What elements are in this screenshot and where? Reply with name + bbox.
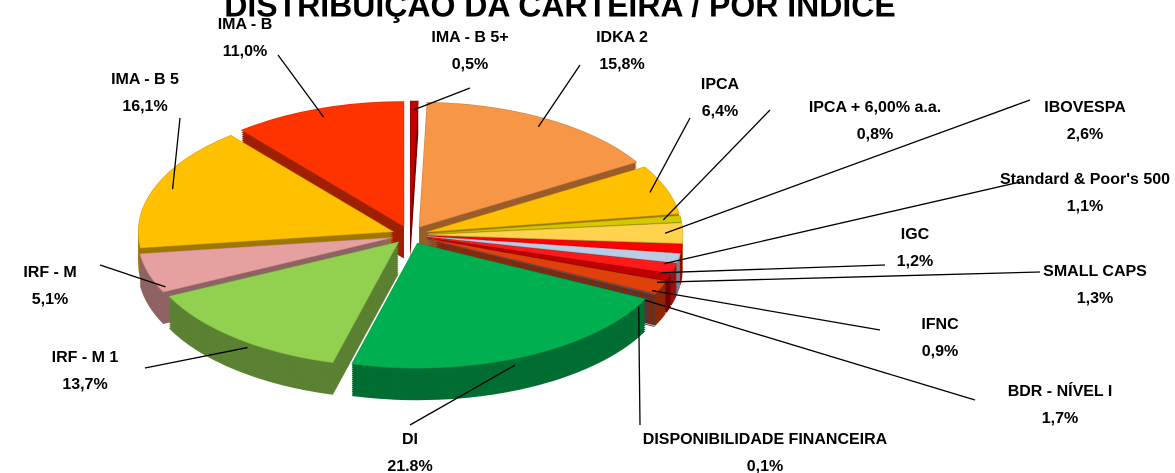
slice-label: IGC [901,226,930,243]
leader-line [644,299,976,401]
slice-label: SMALL CAPS [1043,263,1147,280]
slice-label: DISPONIBILIDADE FINANCEIRA [643,431,888,448]
slice [351,242,647,369]
slice-value: 1,1% [1067,198,1103,215]
slice-value: 0,1% [747,458,783,473]
leader-line [409,364,516,426]
slice-label: DI [402,431,418,448]
slice [427,236,681,264]
slice [426,238,656,296]
slice-value: 11,0% [223,43,267,60]
slice-value: 16,1% [122,98,167,115]
slice-side [426,242,656,299]
slice-value: 2,6% [1067,126,1103,143]
slice-value: 1,3% [1077,290,1113,307]
slice-value: 21.8% [387,458,432,473]
leader-line [657,271,1041,283]
slice-label: IRF - M [23,264,76,281]
leader-line [277,54,325,118]
slice [138,135,395,249]
slice [426,166,680,233]
leader-line [413,87,471,111]
slice-label: IRF - M 1 [52,349,119,366]
slice [409,100,419,227]
slice [139,237,393,293]
slice-value: 0,9% [922,343,958,360]
slice [168,241,400,364]
leader-line [651,289,881,331]
slice-label: IBOVESPA [1044,99,1126,116]
slice-side [426,244,656,301]
slice-value: 1,7% [1042,410,1078,427]
leader-line [171,117,181,190]
leader-line [144,346,248,369]
slice-label: Standard & Poor's 500 [1000,171,1170,188]
slice-label: IPCA + 6,00% a.a. [809,99,941,116]
slice-side [426,240,656,297]
slice-label: IMA - B 5 [111,71,179,88]
slice-label: IPCA [701,76,740,93]
slice-value: 0,5% [452,56,488,73]
slice [427,235,683,254]
slice-value: 13,7% [62,376,107,393]
slice-value: 6,4% [702,103,738,120]
slice [427,237,672,282]
leader-line [649,117,691,193]
slices [138,100,684,369]
chart-title: DISTRIBUIÇÃO DA CARTEIRA / POR ÍNDICE [224,0,895,23]
slice-value: 15,8% [599,56,644,73]
leader-line [662,109,771,221]
slice-label: IMA - B 5+ [431,29,508,46]
slice-value: 0,8% [857,126,893,143]
slice-label: IMA - B [218,16,273,33]
leader-line [664,99,1031,234]
leader-line [99,264,166,288]
slice-label: IFNC [921,316,959,333]
leader-line [663,181,1021,265]
slice-value: 5,1% [32,291,68,308]
slice [418,101,638,228]
leader-line [661,264,886,274]
slice [427,222,684,244]
slice-label: BDR - NÍVEL I [1008,381,1113,400]
slice-value: 1,2% [897,253,933,270]
slice [427,236,678,274]
slice [426,238,667,294]
slice [427,215,683,235]
labels: IMA - B 5+ 0,5% IDKA 2 15,8% IPCA 6,4% IPCA + … [23,16,1170,473]
slice-label: IDKA 2 [596,29,648,46]
leader-line [638,306,641,426]
leader-line [537,64,581,128]
